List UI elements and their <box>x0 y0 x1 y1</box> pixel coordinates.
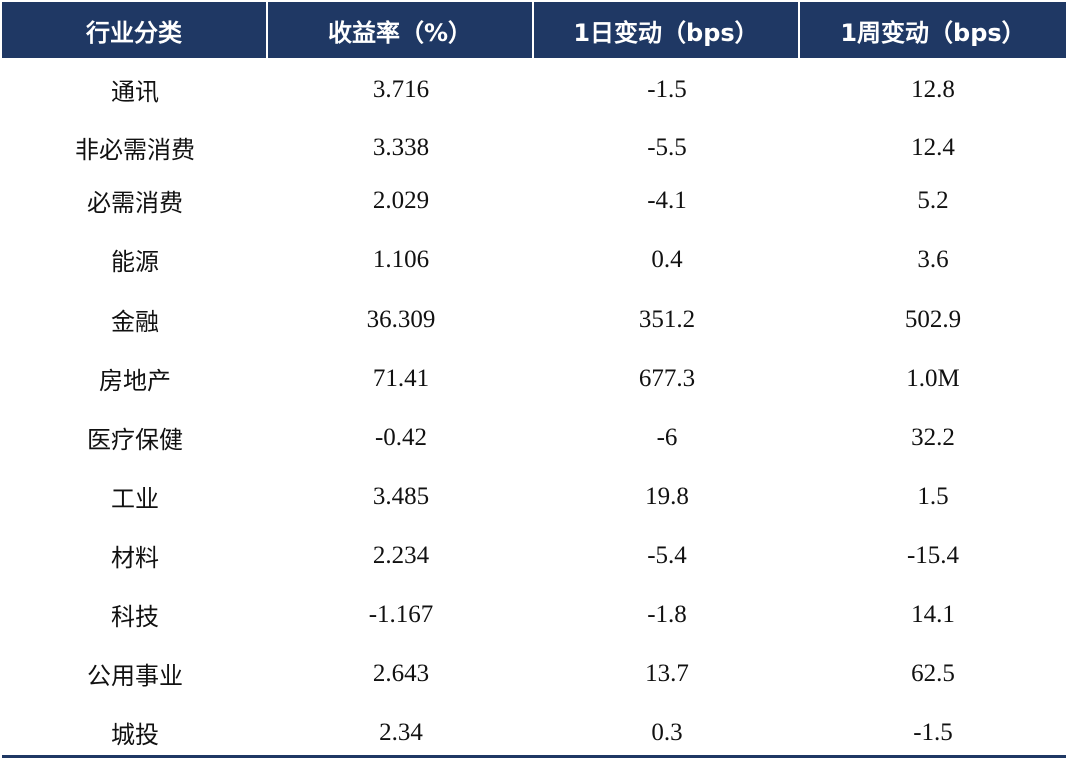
table-row: 医疗保健 -0.42 -6 32.2 <box>2 410 1066 465</box>
cell-yield: 1.106 <box>372 245 430 273</box>
cell-sector: 能源 <box>111 248 159 276</box>
cell-yield: 3.338 <box>372 133 430 161</box>
cell-sector: 材料 <box>111 544 159 572</box>
cell-yield: -0.42 <box>374 423 428 451</box>
table-row: 科技 -1.167 -1.8 14.1 <box>2 583 1066 646</box>
header-1d-change: 1日变动（bps） <box>534 2 800 58</box>
cell-sector: 金融 <box>111 308 159 336</box>
cell-change-1w: 14.1 <box>911 600 955 628</box>
table-row: 金融 36.309 351.2 502.9 <box>2 292 1066 347</box>
cell-yield: -1.167 <box>368 600 434 628</box>
cell-change-1d: 19.8 <box>645 482 689 510</box>
bottom-rule <box>2 755 1066 758</box>
cell-change-1d: -1.5 <box>647 75 687 103</box>
cell-change-1d: -6 <box>656 423 678 451</box>
table-row: 材料 2.234 -5.4 -15.4 <box>2 528 1066 583</box>
table-row: 必需消费 2.029 -4.1 5.2 <box>2 174 1066 227</box>
cell-sector: 城投 <box>111 721 159 749</box>
table-row: 工业 3.485 19.8 1.5 <box>2 465 1066 528</box>
table-header: 行业分类 收益率（%） 1日变动（bps） 1周变动（bps） <box>2 2 1066 58</box>
cell-sector: 医疗保健 <box>87 426 183 454</box>
cell-sector: 必需消费 <box>87 189 183 217</box>
table-row: 能源 1.106 0.4 3.6 <box>2 227 1066 292</box>
cell-change-1d: 0.4 <box>651 245 683 273</box>
cell-sector: 科技 <box>111 603 159 631</box>
cell-change-1w: 5.2 <box>917 186 949 214</box>
cell-yield: 2.029 <box>372 186 430 214</box>
cell-yield: 3.485 <box>372 482 430 510</box>
cell-sector: 房地产 <box>99 367 171 395</box>
cell-change-1w: 502.9 <box>904 305 962 333</box>
cell-yield: 3.716 <box>372 75 430 103</box>
header-yield: 收益率（%） <box>268 2 534 58</box>
table-row: 通讯 3.716 -1.5 12.8 <box>2 58 1066 121</box>
table-body: 通讯 3.716 -1.5 12.8 非必需消费 3.338 -5.5 12.4 必需消费 2.0… <box>2 58 1066 764</box>
cell-sector: 非必需消费 <box>75 136 195 164</box>
cell-change-1d: 351.2 <box>638 305 696 333</box>
cell-change-1w: 32.2 <box>911 423 955 451</box>
cell-yield: 2.234 <box>372 541 430 569</box>
cell-change-1w: 62.5 <box>911 659 955 687</box>
cell-change-1w: 1.0M <box>906 364 960 392</box>
cell-change-1w: -15.4 <box>906 541 960 569</box>
cell-change-1d: -5.5 <box>647 133 687 161</box>
table-row: 房地产 71.41 677.3 1.0M <box>2 347 1066 410</box>
cell-change-1w: 12.8 <box>911 75 955 103</box>
cell-yield: 2.34 <box>379 718 423 746</box>
cell-sector: 工业 <box>111 485 159 513</box>
cell-change-1w: 12.4 <box>911 133 955 161</box>
cell-change-1w: 1.5 <box>917 482 949 510</box>
cell-change-1d: -1.8 <box>647 600 687 628</box>
cell-yield: 2.643 <box>372 659 430 687</box>
cell-sector: 通讯 <box>111 78 159 106</box>
cell-change-1d: 13.7 <box>645 659 689 687</box>
cell-sector: 公用事业 <box>87 662 183 690</box>
table-row: 非必需消费 3.338 -5.5 12.4 <box>2 121 1066 174</box>
cell-change-1d: 677.3 <box>638 364 696 392</box>
cell-change-1d: -4.1 <box>647 186 687 214</box>
header-sector: 行业分类 <box>2 2 268 58</box>
cell-yield: 71.41 <box>372 364 430 392</box>
table-row: 公用事业 2.643 13.7 62.5 <box>2 646 1066 701</box>
cell-change-1w: 3.6 <box>917 245 949 273</box>
cell-change-1d: 0.3 <box>651 718 683 746</box>
cell-change-1w: -1.5 <box>913 718 953 746</box>
cell-yield: 36.309 <box>366 305 436 333</box>
header-1w-change: 1周变动（bps） <box>840 18 1026 47</box>
table-row: 城投 2.34 0.3 -1.5 <box>2 701 1066 764</box>
cell-change-1d: -5.4 <box>647 541 687 569</box>
